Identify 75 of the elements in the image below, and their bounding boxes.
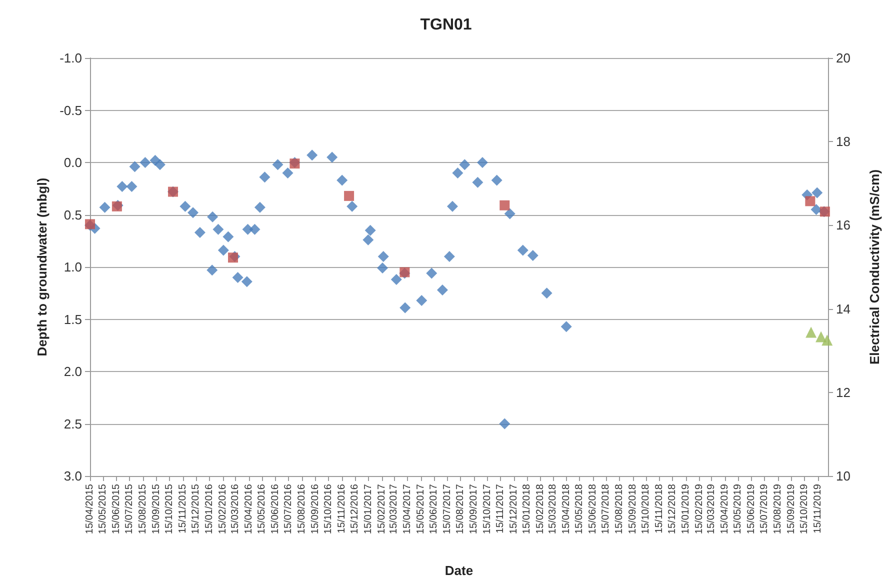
x-tick-label: 15/12/2015: [190, 484, 202, 534]
x-tick-label: 15/08/2019: [772, 484, 784, 534]
x-tick-label: 15/11/2016: [336, 484, 348, 534]
y-tick-label: 1.0: [64, 260, 82, 274]
x-tick-label: 15/02/2017: [376, 484, 388, 534]
x-tick-label: 15/04/2015: [84, 484, 96, 534]
x-tick-label: 15/05/2015: [98, 484, 109, 534]
x-tick-label: 15/03/2016: [230, 484, 242, 534]
chart-title: TGN01: [420, 16, 472, 34]
y-axis-title: Depth to groundwater (mbgl): [34, 178, 50, 356]
x-tick-label: 15/04/2017: [402, 484, 414, 534]
x-axis-title: Date: [444, 563, 474, 578]
y2-tick-label: 12: [836, 384, 850, 400]
y-tick-label: 1.5: [64, 312, 82, 327]
x-tick-label: 15/10/2016: [323, 484, 334, 534]
y-tick-label: 0.0: [64, 155, 82, 170]
x-tick-label: 15/10/2019: [799, 484, 810, 534]
x-tick-label: 15/02/2016: [217, 484, 228, 534]
y2-tick-label: 20: [836, 50, 850, 66]
x-tick-label: 15/06/2018: [587, 484, 598, 534]
y-tick-label: -0.5: [60, 102, 82, 118]
x-tick-label: 15/03/2017: [388, 484, 400, 534]
y2-tick-label: 10: [836, 468, 850, 484]
x-tick-label: 15/07/2018: [600, 484, 612, 534]
x-tick-label: 15/08/2018: [614, 484, 625, 534]
y-tick-label: 2.5: [64, 416, 82, 432]
x-tick-label: 15/03/2019: [706, 484, 718, 534]
x-tick-label: 15/01/2018: [522, 484, 533, 534]
y-tick-label: 3.0: [64, 468, 82, 484]
x-tick-label: 15/11/2018: [654, 484, 665, 534]
x-tick-label: 15/05/2016: [256, 484, 268, 534]
y-tick-label: -1.0: [60, 50, 82, 66]
x-tick-label: 15/06/2017: [428, 484, 440, 534]
x-tick-label: 15/05/2019: [732, 484, 744, 534]
x-tick-label: 15/05/2018: [574, 484, 585, 534]
y2-axis-title: Electrical Conductivity (mS/cm): [867, 169, 882, 365]
y-tick-label: 0.5: [64, 207, 82, 222]
x-tick-label: 15/09/2017: [468, 484, 480, 534]
x-tick-label: 15/08/2016: [296, 484, 308, 534]
x-tick-label: 15/05/2017: [415, 484, 426, 534]
x-tick-label: 15/09/2019: [786, 484, 797, 534]
x-tick-label: 15/03/2018: [547, 484, 558, 534]
x-tick-label: 15/08/2015: [138, 484, 149, 534]
x-tick-label: 15/09/2018: [627, 484, 638, 534]
x-tick-label: 15/01/2019: [680, 484, 692, 534]
x-tick-label: 15/04/2018: [560, 484, 572, 534]
x-tick-label: 15/10/2015: [164, 484, 176, 534]
y2-tick-label: 16: [836, 218, 850, 233]
x-tick-label: 15/07/2017: [442, 484, 453, 534]
x-tick-label: 15/11/2019: [812, 484, 824, 534]
x-tick-label: 15/04/2019: [719, 484, 730, 534]
y-tick-label: 2.0: [64, 364, 82, 379]
x-tick-label: 15/02/2018: [535, 484, 546, 534]
x-tick-label: 15/11/2017: [495, 484, 506, 534]
x-tick-label: 15/02/2019: [694, 484, 705, 534]
x-tick-label: 15/01/2017: [363, 484, 374, 534]
x-tick-label: 15/07/2019: [759, 484, 770, 534]
x-tick-label: 15/10/2017: [482, 484, 493, 534]
x-tick-label: 15/09/2015: [151, 484, 162, 534]
x-tick-label: 15/09/2016: [310, 484, 322, 534]
x-tick-label: 15/10/2018: [640, 484, 652, 534]
y2-tick-label: 18: [836, 134, 850, 150]
y2-tick-label: 14: [836, 301, 850, 316]
x-tick-label: 15/06/2019: [746, 484, 758, 534]
x-tick-label: 15/07/2016: [283, 484, 294, 534]
x-tick-label: 15/07/2015: [124, 484, 136, 534]
x-tick-label: 15/12/2017: [508, 484, 520, 534]
x-tick-label: 15/04/2016: [244, 484, 255, 534]
x-tick-label: 15/01/2016: [204, 484, 216, 534]
x-tick-label: 15/08/2017: [455, 484, 466, 534]
x-tick-label: 15/12/2018: [666, 484, 678, 534]
x-tick-label: 15/11/2015: [178, 484, 189, 534]
x-tick-label: 15/06/2016: [270, 484, 282, 534]
x-tick-label: 15/12/2016: [350, 484, 361, 534]
x-tick-label: 15/06/2015: [111, 484, 122, 534]
